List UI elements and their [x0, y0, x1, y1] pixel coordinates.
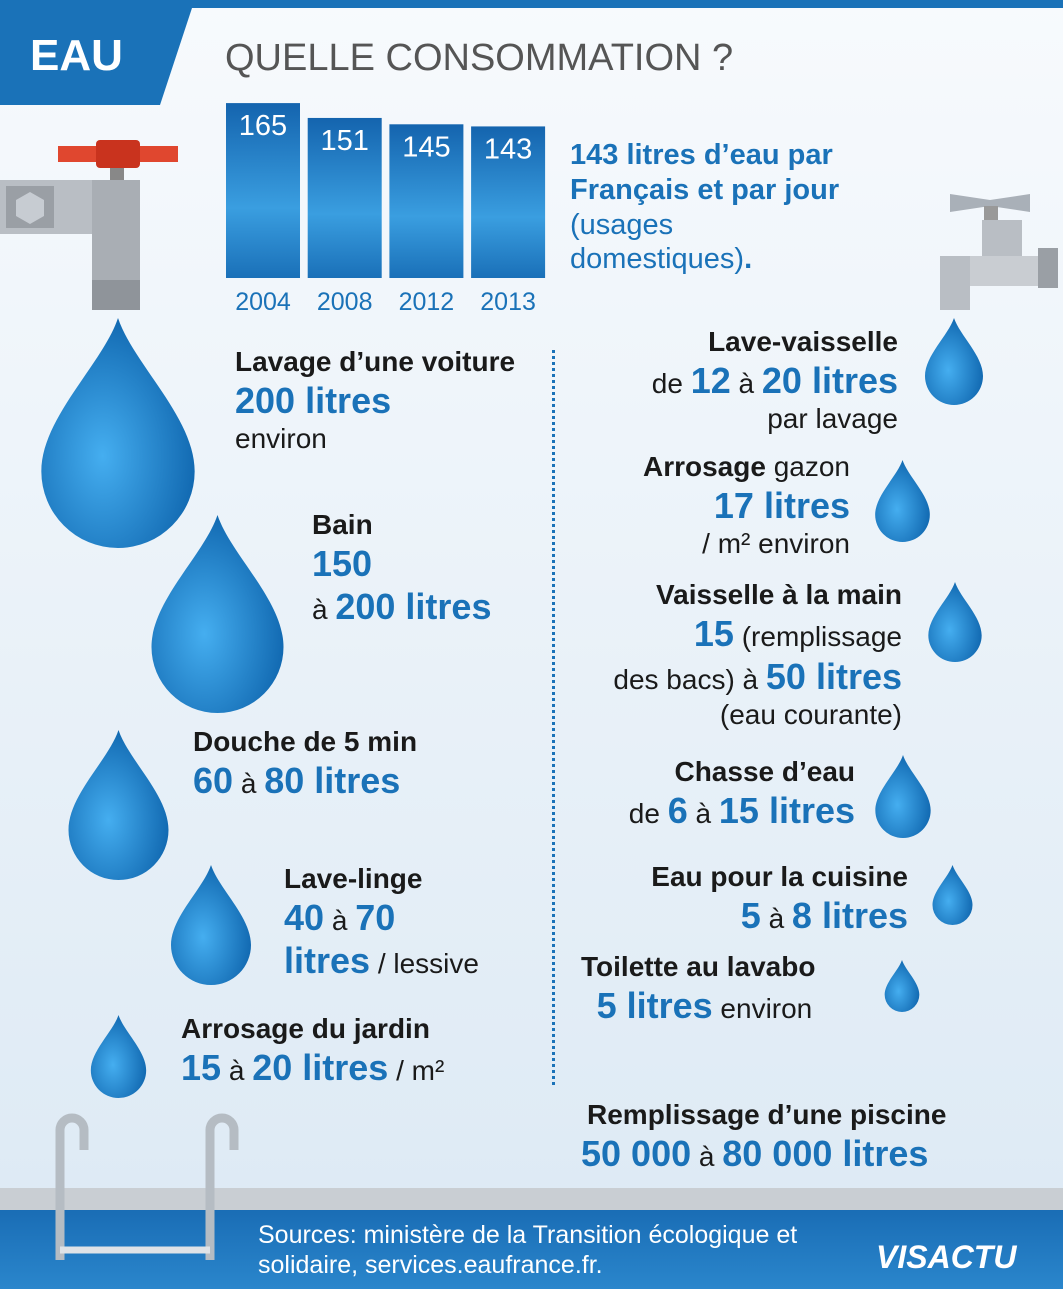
drop	[875, 460, 930, 542]
text: par lavage	[767, 402, 898, 434]
text: 5	[740, 894, 761, 936]
drop	[875, 755, 931, 838]
bar	[307, 117, 382, 278]
text: à	[695, 797, 712, 829]
text: VISACTU	[876, 1239, 1017, 1275]
text: .	[744, 243, 753, 276]
text: 20 litres	[252, 1046, 389, 1088]
text: Toilette au lavabo	[581, 951, 816, 982]
text: Douche de 5 min	[193, 726, 418, 757]
bar-label: 165	[239, 110, 287, 142]
text: QUELLE CONSOMMATION ?	[225, 37, 734, 79]
text: / m²	[396, 1054, 445, 1086]
pool-edge	[0, 1188, 1063, 1210]
x-label: 2004	[235, 288, 291, 316]
top-bar	[0, 0, 1063, 8]
faucet-left	[0, 140, 178, 310]
text: des bacs) à	[613, 663, 759, 695]
text: 50 000	[581, 1132, 692, 1174]
text: 200 litres	[235, 379, 392, 421]
text: / m² environ	[702, 527, 850, 559]
bar-label: 145	[402, 131, 450, 163]
drop	[90, 1015, 147, 1098]
text: 80 000 litres	[722, 1132, 929, 1174]
bar-label: 143	[484, 133, 532, 165]
text: 5 litres	[596, 984, 713, 1026]
text: environ	[720, 992, 813, 1024]
text: Chasse d’eau	[674, 756, 855, 787]
x-label: 2012	[399, 288, 455, 316]
ladder	[55, 1113, 239, 1260]
drop	[151, 515, 284, 713]
text: Arrosage du jardin	[181, 1013, 430, 1044]
text: à	[698, 1140, 715, 1172]
drop	[884, 960, 920, 1012]
tag-box	[0, 8, 192, 105]
bar	[471, 126, 546, 278]
text: Lave-vaisselle	[708, 326, 898, 357]
bar	[389, 124, 464, 278]
text: 150	[312, 542, 373, 584]
text: 50 litres	[765, 655, 902, 697]
text: 15 litres	[718, 789, 855, 831]
text: Sources: ministère de la Transition écol…	[258, 1221, 798, 1279]
text: à	[738, 367, 755, 399]
drop	[925, 318, 983, 405]
text: de	[628, 797, 660, 829]
x-label: 2008	[317, 288, 373, 316]
text: 143 litres d’eau par Français et par jou…	[570, 139, 840, 206]
bar-chart: 165 2004 151 2008 145 2012 143 2013	[226, 103, 546, 316]
drop	[171, 865, 251, 985]
text: (remplissage	[741, 620, 902, 652]
text: (eau courante)	[719, 698, 902, 730]
text: Lave-linge	[284, 863, 423, 894]
text: 40	[284, 896, 325, 938]
faucet-right	[940, 194, 1058, 310]
text: EAU	[30, 31, 123, 80]
drop	[68, 730, 169, 880]
text: 6	[667, 789, 688, 831]
text: Arrosage	[642, 451, 766, 482]
text: gazon	[773, 451, 850, 482]
bar	[226, 103, 300, 278]
text: 20 litres	[761, 359, 898, 401]
x-label: 2013	[480, 288, 536, 316]
text: 200 litres	[335, 585, 492, 627]
text: 80 litres	[264, 759, 401, 801]
text: Remplissage d’une piscine	[587, 1099, 947, 1130]
text: à	[768, 902, 785, 934]
text: à	[240, 767, 257, 799]
text: à	[228, 1054, 245, 1086]
text: Lavage d’une voiture	[235, 346, 516, 377]
text: 15	[181, 1046, 222, 1088]
text: litres	[284, 939, 371, 981]
text: 70	[355, 896, 396, 938]
divider	[552, 350, 555, 1085]
text: (usages domestiques)	[570, 208, 745, 276]
drop	[932, 865, 973, 925]
text: environ	[235, 422, 327, 454]
text: 17 litres	[713, 484, 850, 526]
text: à	[312, 593, 328, 625]
text: Bain	[312, 509, 373, 540]
text: Vaisselle à la main	[656, 579, 902, 610]
text: / lessive	[377, 947, 479, 979]
text: 12	[690, 359, 731, 401]
text: Eau pour la cuisine	[651, 861, 908, 892]
text: à	[331, 904, 348, 936]
text: 8 litres	[791, 894, 908, 936]
text: 60	[193, 759, 234, 801]
text: de	[651, 367, 683, 399]
drop	[928, 582, 982, 662]
text: 15	[693, 612, 734, 654]
bar-label: 151	[321, 125, 369, 157]
drop	[41, 318, 195, 548]
